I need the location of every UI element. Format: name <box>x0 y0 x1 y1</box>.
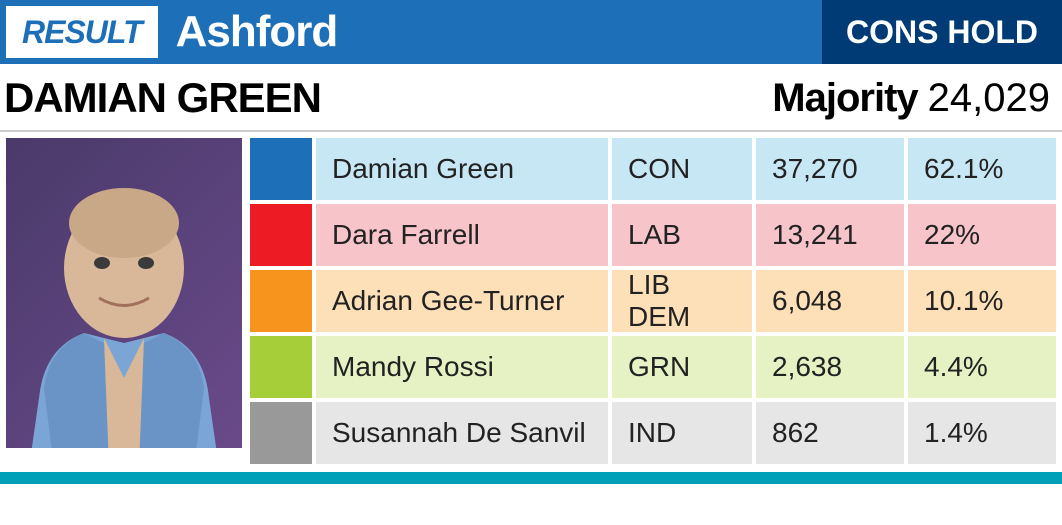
candidate-percent: 10.1% <box>908 270 1056 332</box>
candidate-votes: 13,241 <box>756 204 904 266</box>
candidate-name: Dara Farrell <box>316 204 608 266</box>
candidate-name: Adrian Gee-Turner <box>316 270 608 332</box>
party-swatch <box>250 270 312 332</box>
candidate-percent: 4.4% <box>908 336 1056 398</box>
header: RESULT Ashford CONS HOLD <box>0 0 1062 64</box>
winner-photo <box>6 138 242 448</box>
party-swatch <box>250 138 312 200</box>
candidate-name: Damian Green <box>316 138 608 200</box>
table-row: Dara Farrell LAB 13,241 22% <box>250 204 1056 266</box>
candidate-percent: 62.1% <box>908 138 1056 200</box>
candidate-name: Mandy Rossi <box>316 336 608 398</box>
majority-label: Majority <box>772 76 917 121</box>
footer-accent-bar <box>0 472 1062 484</box>
table-row: Mandy Rossi GRN 2,638 4.4% <box>250 336 1056 398</box>
candidate-party: IND <box>612 402 752 464</box>
candidate-votes: 862 <box>756 402 904 464</box>
subheader: DAMIAN GREEN Majority 24,029 <box>0 64 1062 132</box>
candidate-percent: 1.4% <box>908 402 1056 464</box>
candidate-name: Susannah De Sanvil <box>316 402 608 464</box>
party-swatch <box>250 402 312 464</box>
candidate-party: LIB DEM <box>612 270 752 332</box>
outcome-label: CONS HOLD <box>822 0 1062 64</box>
table-row: Adrian Gee-Turner LIB DEM 6,048 10.1% <box>250 270 1056 332</box>
majority-block: Majority 24,029 <box>772 76 1050 121</box>
majority-value: 24,029 <box>928 76 1050 121</box>
party-swatch <box>250 204 312 266</box>
body: Damian Green CON 37,270 62.1% Dara Farre… <box>0 132 1062 468</box>
candidate-party: CON <box>612 138 752 200</box>
party-swatch <box>250 336 312 398</box>
results-table: Damian Green CON 37,270 62.1% Dara Farre… <box>250 138 1056 468</box>
candidate-party: GRN <box>612 336 752 398</box>
candidate-party: LAB <box>612 204 752 266</box>
winner-name: DAMIAN GREEN <box>4 74 321 122</box>
candidate-votes: 2,638 <box>756 336 904 398</box>
candidate-votes: 37,270 <box>756 138 904 200</box>
seat-name: Ashford <box>158 0 822 64</box>
result-card: RESULT Ashford CONS HOLD DAMIAN GREEN Ma… <box>0 0 1062 525</box>
table-row: Damian Green CON 37,270 62.1% <box>250 138 1056 200</box>
result-label: RESULT <box>0 0 158 64</box>
table-row: Susannah De Sanvil IND 862 1.4% <box>250 402 1056 464</box>
candidate-votes: 6,048 <box>756 270 904 332</box>
candidate-percent: 22% <box>908 204 1056 266</box>
